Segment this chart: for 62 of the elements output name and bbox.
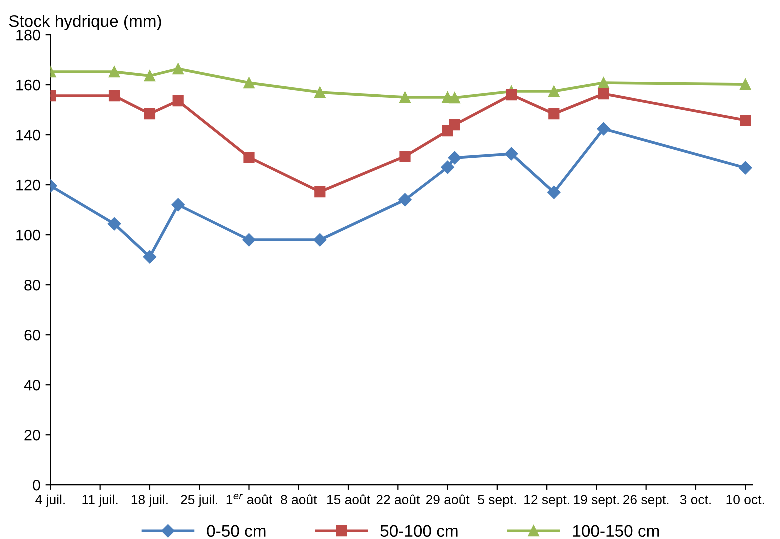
x-tick-label: 3 oct. xyxy=(680,495,711,505)
y-tick-label: 40 xyxy=(24,380,40,391)
x-tick-label: 15 août xyxy=(328,494,370,505)
point xyxy=(400,150,411,162)
point xyxy=(598,88,610,100)
point xyxy=(448,151,462,165)
point xyxy=(314,186,326,198)
x-tick-label: 1$^{er}$ août xyxy=(226,494,272,504)
x-tick-label: 11 juil. xyxy=(82,494,118,508)
x-tick-label: 29 août xyxy=(426,494,470,505)
point xyxy=(108,90,120,102)
point xyxy=(314,233,327,247)
y-tick-label: 60 xyxy=(24,330,40,341)
y-tick-label: 100 xyxy=(16,230,40,241)
point xyxy=(597,122,610,136)
legend-label: 100-150 cm xyxy=(573,525,660,538)
point xyxy=(548,108,560,120)
y-tick-label: 0 xyxy=(33,480,40,491)
x-tick-label: 19 sept. xyxy=(574,495,619,508)
legend-label: 50-100 cm xyxy=(380,525,458,538)
x-tick-label: 12 sept. xyxy=(524,495,570,508)
point xyxy=(172,95,184,107)
point xyxy=(242,233,256,247)
y-tick-label: 160 xyxy=(16,80,40,91)
y-tick-label: 20 xyxy=(24,430,40,441)
point xyxy=(400,92,411,104)
point xyxy=(172,198,185,212)
point xyxy=(143,250,157,264)
point xyxy=(598,77,610,89)
x-tick-label: 26 sept. xyxy=(624,495,669,508)
point xyxy=(244,152,255,164)
point xyxy=(398,193,412,207)
point xyxy=(449,119,460,131)
point xyxy=(740,78,752,90)
y-axis-title: Stock hydrique (mm) xyxy=(9,15,162,31)
legend-label: 0-50 cm xyxy=(207,525,266,538)
point xyxy=(108,217,122,231)
x-tick-label: 4 juil. xyxy=(36,494,65,508)
x-tick-label: 10 oct. xyxy=(726,495,764,505)
point xyxy=(506,89,518,101)
point xyxy=(548,186,561,200)
y-tick-label: 80 xyxy=(24,280,40,291)
y-tick-label: 120 xyxy=(16,180,40,191)
y-tick-label: 140 xyxy=(16,130,40,141)
point xyxy=(314,86,326,98)
point xyxy=(548,86,560,98)
point xyxy=(740,114,752,126)
point xyxy=(449,92,460,104)
point xyxy=(739,161,752,175)
x-tick-label: 8 août xyxy=(281,494,318,505)
point xyxy=(441,160,454,174)
x-tick-label: 5 sept. xyxy=(478,495,516,508)
point xyxy=(172,63,184,75)
x-tick-label: 25 juil. xyxy=(181,494,218,508)
point xyxy=(244,77,255,89)
point xyxy=(144,70,156,82)
point xyxy=(505,147,518,161)
x-tick-label: 22 août xyxy=(376,494,420,505)
x-tick-label: 18 juil. xyxy=(132,494,168,508)
y-tick-label: 180 xyxy=(16,30,40,41)
point xyxy=(108,66,120,78)
point xyxy=(144,108,156,120)
